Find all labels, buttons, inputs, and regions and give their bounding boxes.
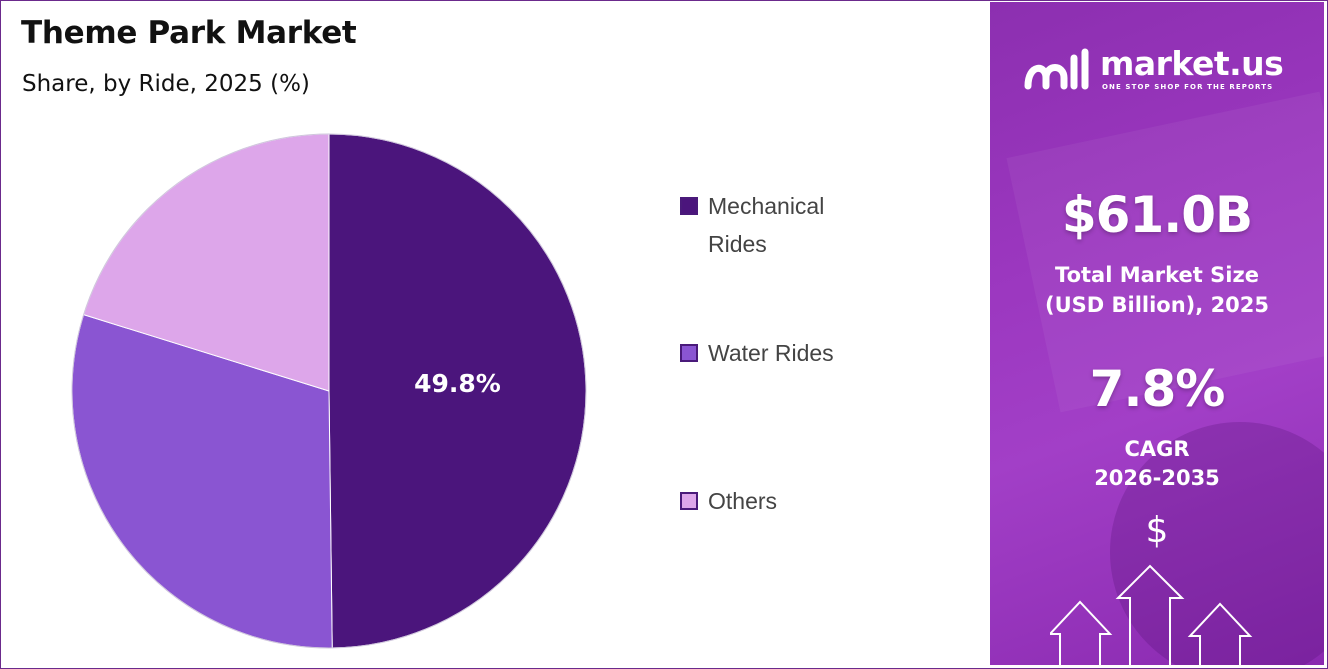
legend-swatch-mechanical-rides [680, 197, 698, 215]
legend-label-others: Others [708, 488, 778, 514]
background-decoration [1110, 422, 1324, 665]
legend-swatch-others [680, 492, 698, 510]
legend-label-mechanical-rides: Mechanical Rides [708, 193, 825, 257]
pie-chart: 49.8% [71, 133, 587, 649]
market-size-label-line2: (USD Billion), 2025 [1044, 293, 1270, 317]
legend-item-water-rides: Water Rides [680, 334, 878, 372]
cagr-label: CAGR [1124, 437, 1190, 461]
summary-sidebar: market.us ONE STOP SHOP FOR THE REPORTS … [990, 2, 1324, 665]
data-label-mechanical-rides: 49.8% [414, 369, 501, 398]
market-size-value: $61.0B [1061, 186, 1253, 244]
chart-subtitle: Share, by Ride, 2025 (%) [22, 71, 310, 97]
brand-name: market.us [1100, 44, 1284, 83]
legend-item-others: Others [680, 482, 878, 520]
growth-arrows-icon [1050, 564, 1253, 665]
chart-panel: Theme Park Market Share, by Ride, 2025 (… [1, 1, 987, 666]
dollar-icon: $ [1145, 510, 1169, 551]
legend-item-mechanical-rides: Mechanical Rides [680, 187, 878, 263]
pie-outline [71, 133, 587, 649]
market-size-label-line1: Total Market Size [1055, 263, 1259, 287]
legend-swatch-water-rides [680, 344, 698, 362]
brand-logo: market.us ONE STOP SHOP FOR THE REPORTS [1024, 42, 1304, 102]
legend-label-water-rides: Water Rides [708, 340, 834, 366]
brand-tagline: ONE STOP SHOP FOR THE REPORTS [1102, 83, 1274, 91]
chart-title: Theme Park Market [21, 15, 357, 51]
market-us-logo-icon [1024, 48, 1089, 90]
cagr-period: 2026-2035 [1094, 466, 1220, 490]
cagr-value: 7.8% [1089, 360, 1226, 418]
